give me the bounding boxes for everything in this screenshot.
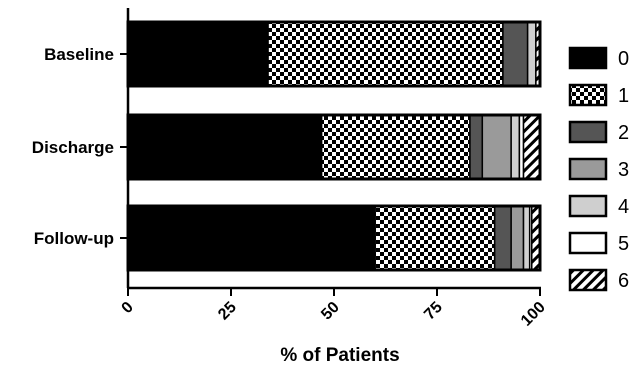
bar-segment (127, 114, 323, 180)
x-tick-label: 25 (215, 299, 240, 324)
bar-segment (481, 114, 512, 180)
bar-segment (502, 21, 529, 87)
bar-segment (510, 205, 525, 271)
bar-segment (469, 114, 484, 180)
legend-swatch (568, 120, 608, 144)
bar-segment (493, 205, 512, 271)
bar-segment (526, 21, 537, 87)
bar-segment (522, 205, 531, 271)
x-tick-label: 100 (518, 299, 549, 330)
bar-segment (127, 21, 269, 87)
x-axis-title: % of Patients (280, 345, 399, 366)
legend-label: 4 (618, 196, 629, 218)
legend-swatch (568, 268, 608, 292)
legend: 0 1 2 3 4 5 6 (568, 46, 629, 292)
category-label: Discharge (32, 138, 114, 157)
bar-segment (267, 21, 504, 87)
category-label: Baseline (44, 45, 114, 64)
legend-label: 6 (618, 270, 629, 292)
legend-swatch (568, 83, 608, 107)
x-tick-label: 50 (318, 299, 343, 324)
legend-swatch (568, 231, 608, 255)
x-tick-label: 75 (421, 299, 446, 324)
legend-swatch (568, 46, 608, 70)
legend-swatch (568, 157, 608, 181)
bar-segment (127, 205, 376, 271)
bar-segment (510, 114, 521, 180)
legend-label: 3 (618, 159, 629, 181)
category-label: Follow-up (34, 229, 114, 248)
legend-swatch (568, 194, 608, 218)
legend-label: 1 (618, 85, 629, 107)
bar-segment (374, 205, 496, 271)
legend-label: 2 (618, 122, 629, 144)
x-tick-label: 0 (119, 299, 137, 317)
legend-label: 0 (618, 48, 629, 70)
bar-segment (522, 114, 541, 180)
legend-label: 5 (618, 233, 629, 255)
bar-segment (320, 114, 471, 180)
bars-layer (126, 20, 542, 272)
